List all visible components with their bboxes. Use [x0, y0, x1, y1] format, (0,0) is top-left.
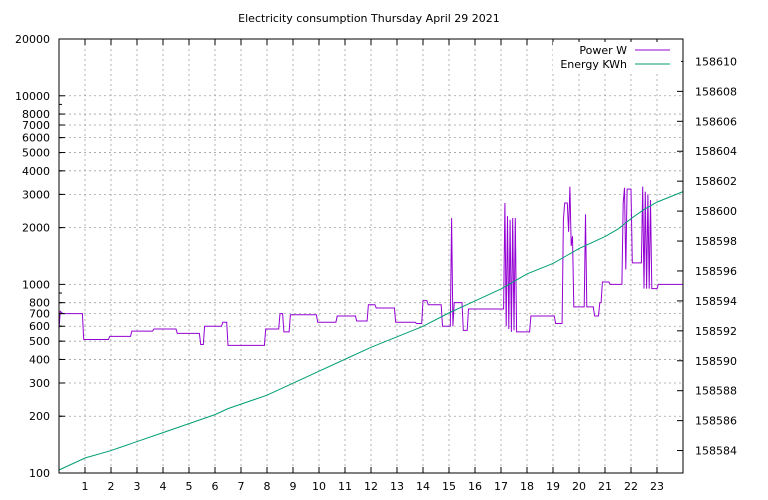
x-tick-label: 19	[546, 480, 560, 493]
y-left-tick-label: 6000	[22, 132, 50, 145]
x-tick-label: 3	[134, 480, 141, 493]
x-tick-label: 14	[416, 480, 430, 493]
x-tick-label: 1	[82, 480, 89, 493]
y-left-tick-label: 5000	[22, 147, 50, 160]
chart-title: Electricity consumption Thursday April 2…	[238, 12, 500, 25]
y-left-tick-label: 4000	[22, 165, 50, 178]
y-left-tick-label: 2000	[22, 222, 50, 235]
x-tick-label: 5	[186, 480, 193, 493]
grid	[59, 39, 683, 473]
x-tick-label: 7	[238, 480, 245, 493]
x-tick-label: 4	[160, 480, 167, 493]
y-right-tick-label: 158586	[695, 415, 737, 428]
legend-label-energy: Energy KWh	[560, 58, 627, 71]
series-line-power	[58, 186, 683, 346]
y-right-tick-label: 158602	[695, 175, 737, 188]
x-tick-label: 8	[264, 480, 271, 493]
x-tick-label: 11	[338, 480, 352, 493]
x-tick-label: 15	[442, 480, 456, 493]
y-right-tick-label: 158600	[695, 205, 737, 218]
y-left-tick-label: 8000	[22, 108, 50, 121]
legend-label-power: Power W	[579, 44, 627, 57]
y-left-tick-label: 400	[29, 353, 50, 366]
x-tick-label: 18	[520, 480, 534, 493]
x-tick-label: 17	[494, 480, 508, 493]
y-right-tick-label: 158606	[695, 115, 737, 128]
x-tick-label: 21	[598, 480, 612, 493]
x-tick-label: 12	[364, 480, 378, 493]
y-right-tick-label: 158584	[695, 445, 737, 458]
y-right-tick-label: 158610	[695, 55, 737, 68]
y-right-tick-label: 158588	[695, 385, 737, 398]
x-tick-label: 9	[290, 480, 297, 493]
x-tick-label: 20	[572, 480, 586, 493]
x-tick-label: 10	[312, 480, 326, 493]
y-left-tick-label: 3000	[22, 188, 50, 201]
x-tick-label: 16	[468, 480, 482, 493]
x-tick-label: 6	[212, 480, 219, 493]
series-line-energy	[58, 191, 684, 471]
y-right-tick-label: 158594	[695, 295, 737, 308]
y-left-tick-label: 800	[29, 297, 50, 310]
y-right-tick-label: 158592	[695, 325, 737, 338]
x-tick-label: 23	[650, 480, 664, 493]
y-right-tick-label: 158598	[695, 235, 737, 248]
y-right-tick-label: 158604	[695, 145, 737, 158]
x-tick-label: 2	[108, 480, 115, 493]
y-left-tick-label: 20000	[15, 33, 50, 46]
legend: Power W Energy KWh	[553, 42, 681, 72]
y-right-tick-label: 158590	[695, 355, 737, 368]
axes: 1 2 3 4 5 6 7 8 9 10 11 12 13 14 15 16 17 18 19 20 21 22 23100…	[15, 33, 737, 493]
y-left-tick-label: 100	[29, 467, 50, 480]
y-left-tick-label: 600	[29, 320, 50, 333]
y-left-tick-label: 700	[29, 308, 50, 321]
y-left-tick-label: 10000	[15, 90, 50, 103]
legend-background	[553, 42, 681, 72]
y-left-tick-label: 300	[29, 377, 50, 390]
y-right-tick-label: 158596	[695, 265, 737, 278]
series-layer	[58, 186, 684, 471]
x-tick-label: 13	[390, 480, 404, 493]
y-left-tick-label: 1000	[22, 278, 50, 291]
y-right-tick-label: 158608	[695, 85, 737, 98]
y-left-tick-label: 7000	[22, 119, 50, 132]
y-left-tick-label: 500	[29, 335, 50, 348]
x-tick-label: 22	[624, 480, 638, 493]
y-left-tick-label: 200	[29, 410, 50, 423]
